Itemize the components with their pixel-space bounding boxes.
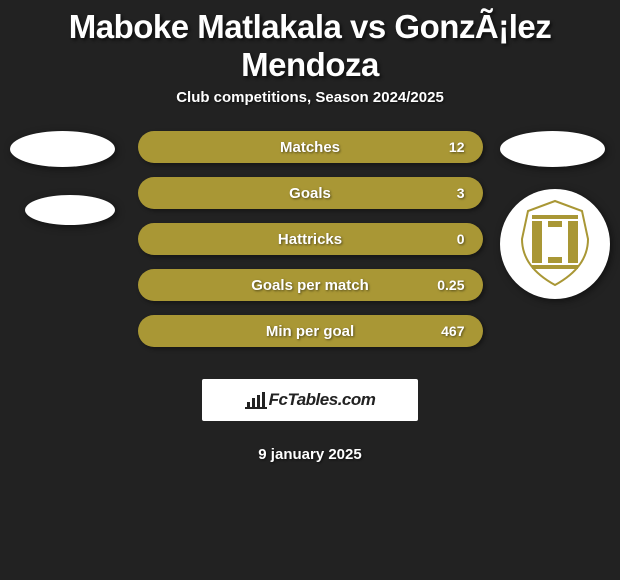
- chart-icon: [245, 391, 267, 409]
- stat-label: Matches: [280, 139, 340, 156]
- player1-badge-top: [10, 131, 115, 167]
- season-subtitle: Club competitions, Season 2024/2025: [0, 89, 620, 131]
- stat-label: Goals: [289, 185, 331, 202]
- stat-row-min-per-goal: Min per goal 467: [138, 315, 483, 347]
- left-player-badges: [10, 131, 115, 225]
- stat-row-matches: Matches 12: [138, 131, 483, 163]
- stat-row-goals-per-match: Goals per match 0.25: [138, 269, 483, 301]
- stats-area: Matches 12 Goals 3 Hattricks 0 Goals per…: [0, 131, 620, 463]
- comparison-title: Maboke Matlakala vs GonzÃ¡lez Mendoza: [0, 0, 620, 89]
- stat-label: Min per goal: [266, 323, 354, 340]
- brand-label: FcTables.com: [269, 390, 376, 410]
- stat-rows: Matches 12 Goals 3 Hattricks 0 Goals per…: [138, 131, 483, 347]
- stat-row-hattricks: Hattricks 0: [138, 223, 483, 255]
- stat-right-value: 12: [425, 139, 465, 155]
- stat-right-value: 3: [425, 185, 465, 201]
- crest-icon: [510, 199, 600, 289]
- date-label: 9 january 2025: [20, 446, 600, 463]
- brand-attribution[interactable]: FcTables.com: [202, 379, 418, 421]
- stat-right-value: 467: [425, 323, 465, 339]
- player1-badge-bottom: [25, 195, 115, 225]
- stat-row-goals: Goals 3: [138, 177, 483, 209]
- stat-label: Goals per match: [251, 277, 369, 294]
- right-player-badges: [500, 131, 610, 299]
- infographic-container: Maboke Matlakala vs GonzÃ¡lez Mendoza Cl…: [0, 0, 620, 463]
- stat-label: Hattricks: [278, 231, 342, 248]
- stat-right-value: 0.25: [425, 277, 465, 293]
- player2-badge-top: [500, 131, 605, 167]
- stat-right-value: 0: [425, 231, 465, 247]
- player2-club-crest: [500, 189, 610, 299]
